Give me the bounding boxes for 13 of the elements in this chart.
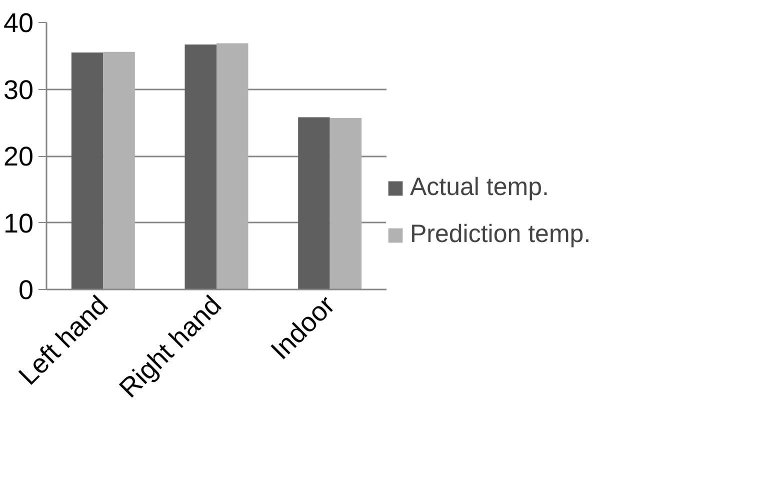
bar — [216, 43, 248, 290]
y-tick-label: 20 — [3, 142, 34, 172]
y-tick-label: 30 — [3, 74, 34, 105]
legend-label: Prediction temp. — [410, 220, 591, 249]
bar — [298, 117, 330, 290]
bar — [103, 52, 135, 290]
bar — [330, 118, 362, 290]
y-tick-label: 10 — [3, 208, 34, 238]
bar — [184, 44, 216, 290]
y-tick-label: 0 — [18, 275, 34, 305]
y-tick-label: 40 — [3, 8, 34, 38]
bar — [71, 52, 104, 290]
legend-label: Actual temp. — [410, 173, 549, 202]
